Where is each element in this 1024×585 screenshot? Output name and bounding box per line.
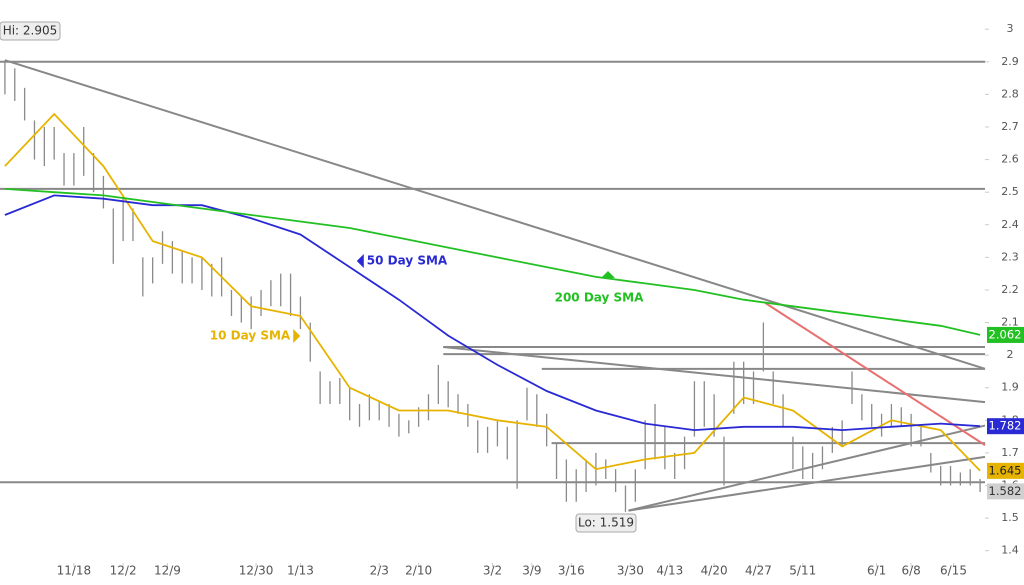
y-tick-label: 2.6 — [1001, 153, 1019, 166]
y-tick-label: 2.8 — [1001, 87, 1019, 100]
labels: 1.41.51.61.71.81.922.12.22.32.42.52.62.7… — [0, 21, 1024, 578]
y-tick-label: 2.9 — [1001, 55, 1019, 68]
price-badge-label: 1.582 — [989, 484, 1022, 498]
series-label-marker — [356, 254, 364, 268]
x-tick-label: 4/27 — [745, 564, 772, 578]
x-tick-label: 3/16 — [558, 564, 585, 578]
x-tick-label: 4/20 — [701, 564, 728, 578]
y-tick-label: 2.2 — [1001, 283, 1019, 296]
price-badge — [987, 462, 1024, 479]
callout-box — [575, 513, 637, 533]
x-tick-label: 12/30 — [239, 564, 274, 578]
callout-label: Hi: 2.905 — [3, 24, 58, 38]
trendline — [4, 59, 986, 370]
trendline — [764, 302, 986, 446]
x-tick-label: 6/15 — [940, 564, 967, 578]
y-tick-label: 2.1 — [1001, 316, 1019, 329]
x-tick-label: 6/8 — [901, 564, 920, 578]
x-tick-label: 12/2 — [110, 564, 137, 578]
series-label: 200 Day SMA — [555, 291, 645, 305]
x-tick-label: 3/2 — [483, 564, 502, 578]
callout-box — [0, 21, 61, 41]
price-badge — [987, 483, 1024, 500]
y-tick-label: 1.9 — [1001, 381, 1019, 394]
series-label: 50 Day SMA — [367, 254, 448, 268]
price-bars — [4, 60, 981, 512]
y-tick-label: 2.4 — [1001, 218, 1019, 231]
trendline — [628, 424, 986, 512]
price-badge-label: 1.782 — [989, 419, 1022, 433]
callout-label: Lo: 1.519 — [578, 516, 634, 530]
x-tick-label: 4/13 — [656, 564, 683, 578]
y-tick-label: 3 — [1007, 22, 1014, 35]
x-tick-label: 3/30 — [617, 564, 644, 578]
y-tick-label: 1.4 — [1001, 544, 1019, 557]
series-label-marker — [601, 271, 615, 278]
trendline — [443, 345, 986, 404]
x-tick-label: 11/18 — [57, 564, 92, 578]
series-label: 10 Day SMA — [210, 329, 291, 343]
price-badge — [987, 418, 1024, 435]
y-tick-label: 2.3 — [1001, 250, 1019, 263]
price-badge-label: 1.645 — [989, 463, 1022, 477]
sma-lines — [4, 112, 981, 472]
x-tick-label: 2/10 — [405, 564, 432, 578]
price-badge-label: 2.062 — [989, 327, 1022, 341]
x-tick-label: 2/3 — [370, 564, 389, 578]
x-tick-label: 1/13 — [287, 564, 314, 578]
sma-line — [4, 188, 981, 336]
y-tick-label: 2 — [1007, 348, 1014, 361]
y-tick-label: 2.5 — [1001, 185, 1019, 198]
sma-line — [4, 112, 981, 472]
trendline — [628, 455, 986, 512]
series-label-marker — [293, 329, 301, 343]
y-tick-label: 1.5 — [1001, 511, 1019, 524]
price-badge — [987, 326, 1024, 343]
sma-line — [4, 194, 981, 432]
y-tick-label: 2.7 — [1001, 120, 1019, 133]
x-tick-label: 5/11 — [789, 564, 816, 578]
x-tick-label: 3/9 — [522, 564, 541, 578]
x-tick-label: 6/1 — [867, 564, 886, 578]
y-tick-label: 1.7 — [1001, 446, 1019, 459]
x-tick-label: 12/9 — [154, 564, 181, 578]
